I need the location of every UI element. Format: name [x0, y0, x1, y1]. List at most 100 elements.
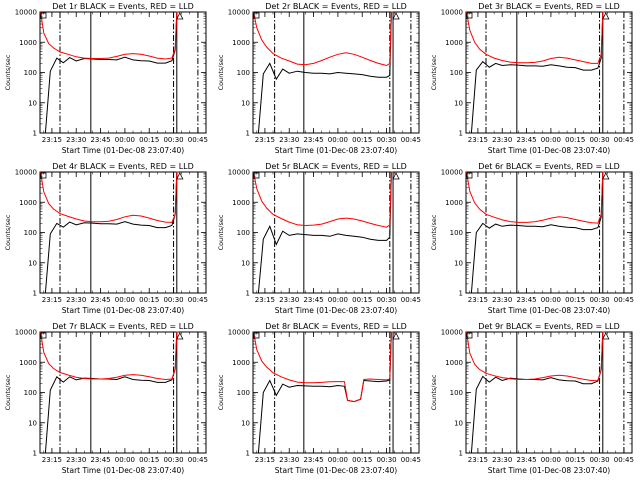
y-tick-label: 10000	[441, 329, 463, 337]
y-tick-label: 10	[28, 99, 37, 107]
y-tick-label: 10	[454, 419, 463, 427]
x-axis-label: Start Time (01-Dec-08 23:07:40)	[275, 306, 397, 315]
chart-title: Det 1r BLACK = Events, RED = LLD	[52, 2, 194, 11]
x-tick-label: 23:15	[42, 296, 62, 304]
y-tick-label: 1	[33, 290, 37, 298]
y-tick-label: 10000	[441, 169, 463, 177]
chart-title: Det 2r BLACK = Events, RED = LLD	[265, 2, 407, 11]
y-tick-label: 1000	[19, 359, 37, 367]
y-axis-label: Counts/sec	[4, 54, 12, 90]
x-tick-label: 00:45	[401, 136, 421, 144]
lld-series-line	[466, 331, 605, 382]
y-tick-label: 1000	[19, 199, 37, 207]
y-tick-label: 10	[241, 259, 250, 267]
chart-title: Det 5r BLACK = Events, RED = LLD	[265, 162, 407, 171]
y-tick-label: 10	[28, 419, 37, 427]
x-tick-label: 23:15	[255, 296, 275, 304]
x-tick-label: 23:30	[279, 136, 299, 144]
chart-title: Det 9r BLACK = Events, RED = LLD	[478, 322, 620, 331]
events-series-line	[470, 331, 605, 454]
chart-title: Det 4r BLACK = Events, RED = LLD	[52, 162, 194, 171]
y-tick-label: 10000	[441, 9, 463, 17]
y-tick-label: 1000	[445, 359, 463, 367]
x-tick-label: 00:45	[188, 296, 208, 304]
x-tick-label: 00:30	[163, 456, 183, 464]
chart-title: Det 7r BLACK = Events, RED = LLD	[52, 322, 194, 331]
lld-series-line	[253, 171, 393, 228]
x-tick-label: 23:15	[468, 456, 488, 464]
plot-frame	[252, 171, 420, 294]
y-tick-label: 10	[241, 99, 250, 107]
y-tick-label: 10000	[228, 329, 250, 337]
y-tick-label: 10	[241, 419, 250, 427]
y-tick-label: 1000	[232, 199, 250, 207]
y-tick-label: 10000	[228, 9, 250, 17]
x-axis-label: Start Time (01-Dec-08 23:07:40)	[488, 146, 610, 155]
x-tick-label: 00:30	[163, 296, 183, 304]
lld-series-line	[40, 11, 179, 60]
detector-chart-1: Det 1r BLACK = Events, RED = LLD Counts/s…	[4, 2, 208, 155]
x-axis-label: Start Time (01-Dec-08 23:07:40)	[275, 466, 397, 475]
y-tick-label: 100	[24, 69, 37, 77]
x-tick-label: 23:30	[66, 456, 86, 464]
plot-frame	[465, 11, 633, 134]
x-tick-label: 23:45	[516, 136, 536, 144]
y-tick-label: 1000	[232, 39, 250, 47]
plot-frame	[465, 331, 633, 454]
x-tick-label: 23:45	[90, 296, 110, 304]
x-tick-label: 23:30	[492, 136, 512, 144]
x-tick-label: 00:00	[115, 456, 135, 464]
x-tick-label: 00:00	[328, 136, 348, 144]
y-tick-label: 10000	[15, 9, 37, 17]
detector-chart-3: Det 3r BLACK = Events, RED = LLD Counts/s…	[430, 2, 634, 155]
x-tick-label: 23:15	[468, 136, 488, 144]
x-tick-label: 00:45	[614, 136, 634, 144]
plot-frame	[465, 171, 633, 294]
x-tick-label: 00:30	[376, 296, 396, 304]
x-tick-label: 00:45	[614, 456, 634, 464]
y-tick-label: 1	[459, 290, 463, 298]
y-tick-label: 1	[246, 450, 250, 458]
x-tick-label: 00:30	[589, 456, 609, 464]
x-axis-label: Start Time (01-Dec-08 23:07:40)	[275, 146, 397, 155]
start-marker	[253, 332, 260, 339]
x-tick-label: 23:45	[303, 136, 323, 144]
lld-series-line	[253, 331, 393, 403]
x-tick-label: 00:15	[352, 296, 372, 304]
end-marker	[602, 12, 610, 20]
events-series-line	[257, 11, 393, 134]
y-tick-label: 1	[459, 450, 463, 458]
y-axis-label: Counts/sec	[430, 214, 438, 250]
x-tick-label: 23:30	[492, 456, 512, 464]
x-axis-label: Start Time (01-Dec-08 23:07:40)	[488, 306, 610, 315]
x-tick-label: 00:45	[401, 456, 421, 464]
y-tick-label: 100	[237, 69, 250, 77]
y-tick-label: 1	[33, 450, 37, 458]
y-tick-label: 10000	[15, 169, 37, 177]
start-marker	[466, 172, 473, 179]
x-axis-label: Start Time (01-Dec-08 23:07:40)	[62, 146, 184, 155]
x-tick-label: 23:45	[303, 296, 323, 304]
x-tick-label: 00:45	[401, 296, 421, 304]
lld-series-line	[253, 11, 393, 67]
y-tick-label: 100	[450, 69, 463, 77]
y-tick-label: 1000	[19, 39, 37, 47]
end-marker	[602, 172, 610, 180]
x-axis-label: Start Time (01-Dec-08 23:07:40)	[62, 306, 184, 315]
start-marker	[40, 12, 47, 19]
detector-chart-6: Det 6r BLACK = Events, RED = LLD Counts/s…	[430, 162, 634, 315]
y-tick-label: 100	[24, 229, 37, 237]
x-axis-label: Start Time (01-Dec-08 23:07:40)	[62, 466, 184, 475]
detector-chart-4: Det 4r BLACK = Events, RED = LLD Counts/s…	[4, 162, 208, 315]
y-axis-label: Counts/sec	[217, 374, 225, 410]
x-tick-label: 00:45	[188, 136, 208, 144]
y-tick-label: 100	[237, 229, 250, 237]
x-tick-label: 00:00	[541, 296, 561, 304]
x-tick-label: 00:15	[565, 296, 585, 304]
x-tick-label: 00:15	[352, 136, 372, 144]
start-marker	[253, 172, 260, 179]
x-tick-label: 00:30	[376, 136, 396, 144]
x-tick-label: 00:15	[565, 136, 585, 144]
x-tick-label: 00:30	[589, 296, 609, 304]
